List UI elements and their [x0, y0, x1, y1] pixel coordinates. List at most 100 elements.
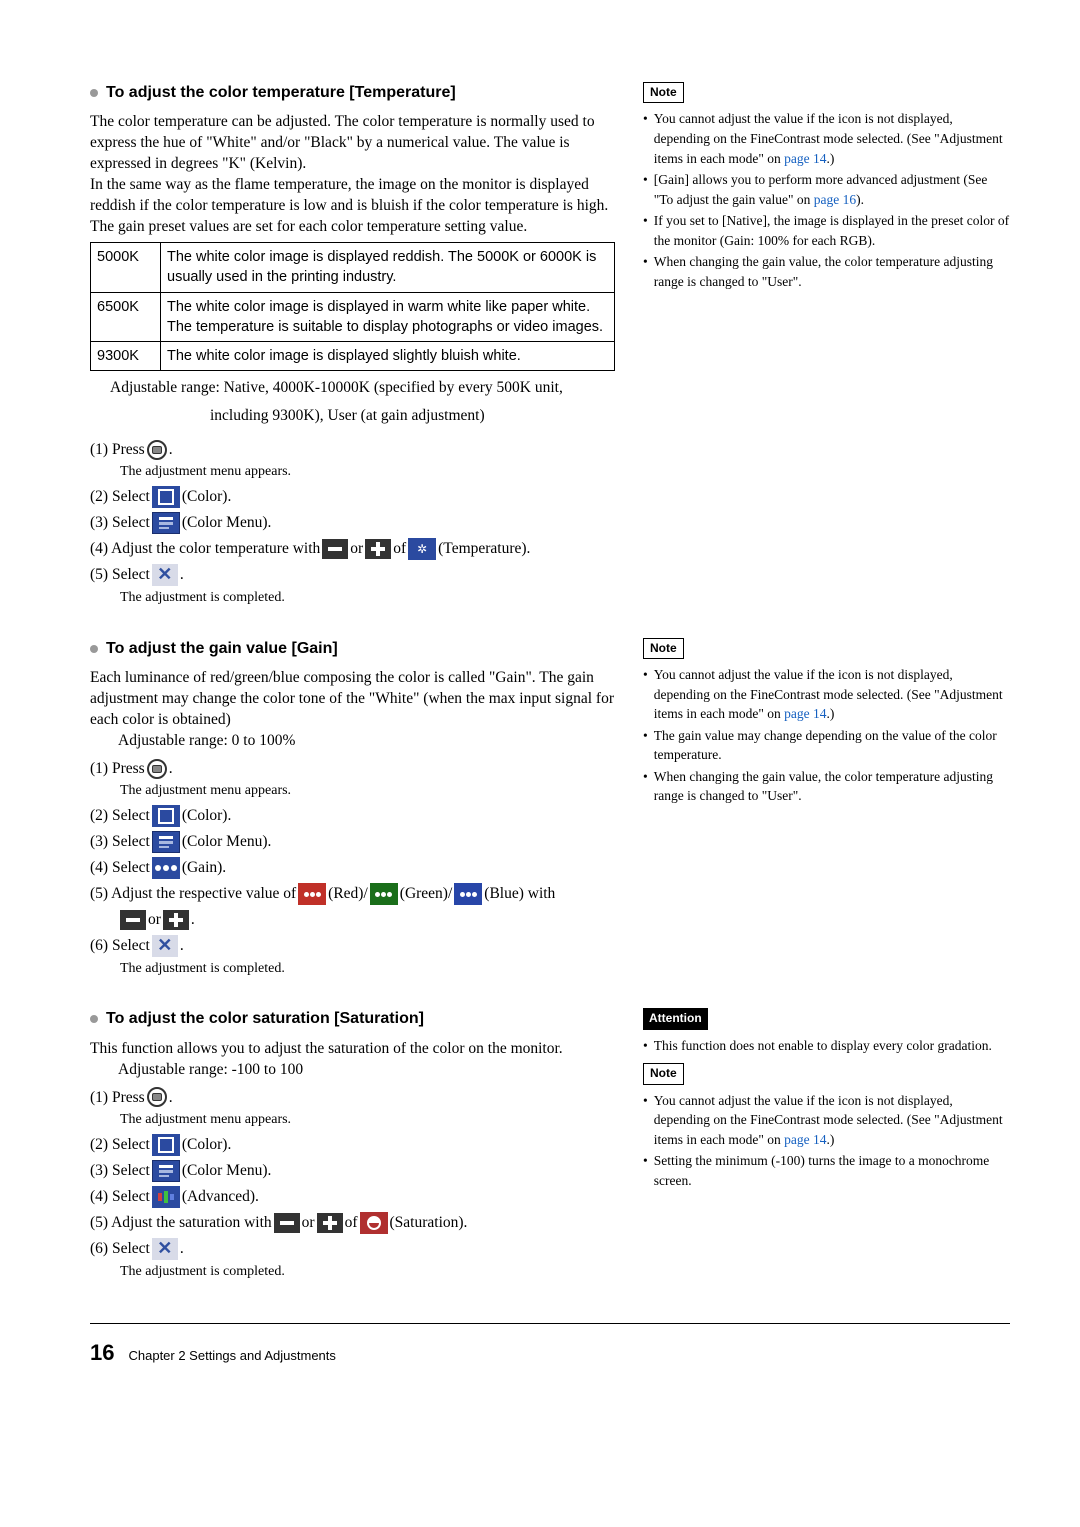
step-4: (4) Select (Advanced). [90, 1186, 615, 1208]
step-text: (6) Select [90, 935, 150, 957]
adjustable-range: Adjustable range: -100 to 100 [118, 1060, 615, 1081]
step-text: (Color). [182, 486, 232, 508]
bullet-icon [90, 645, 98, 653]
note-item: The gain value may change depending on t… [643, 726, 1010, 765]
note-list: You cannot adjust the value if the icon … [643, 665, 1010, 806]
note-text: When changing the gain value, the color … [654, 252, 1010, 291]
attention-list: This function does not enable to display… [643, 1036, 1010, 1056]
side-column: Note You cannot adjust the value if the … [643, 82, 1010, 608]
step-text: (Color Menu). [182, 1160, 272, 1182]
close-icon: ✕ [152, 1238, 178, 1260]
note-item: If you set to [Native], the image is dis… [643, 211, 1010, 250]
green-icon [370, 883, 398, 905]
blue-icon [454, 883, 482, 905]
step-text: (Color Menu). [182, 831, 272, 853]
temp-desc: The white color image is displayed reddi… [161, 242, 615, 292]
note-text: .) [826, 706, 834, 721]
step-text: (5) Adjust the saturation with [90, 1212, 272, 1234]
section-saturation: To adjust the color saturation [Saturati… [90, 1008, 1010, 1281]
note-label: Note [643, 1063, 684, 1084]
color-menu-icon [152, 512, 180, 534]
step-1: (1) Press . [90, 1087, 615, 1109]
step-text: (Green)/ [400, 883, 453, 905]
saturation-icon [360, 1212, 388, 1234]
note-item: When changing the gain value, the color … [643, 767, 1010, 806]
step-text: . [191, 909, 195, 931]
step-text: . [169, 1087, 173, 1109]
step-3: (3) Select (Color Menu). [90, 512, 615, 534]
page-link[interactable]: page 14 [784, 706, 826, 721]
step-5b: or . [120, 909, 615, 931]
color-menu-icon [152, 1160, 180, 1182]
table-row: 9300K The white color image is displayed… [91, 342, 615, 371]
intro-text: Each luminance of red/green/blue composi… [90, 668, 615, 731]
step-2: (2) Select (Color). [90, 1134, 615, 1156]
adjustable-range-2: including 9300K), User (at gain adjustme… [210, 405, 615, 427]
chapter-label: Chapter 2 Settings and Adjustments [128, 1347, 335, 1365]
note-label: Note [643, 638, 684, 659]
intro-text-2: In the same way as the flame temperature… [90, 175, 615, 238]
intro-text: The color temperature can be adjusted. T… [90, 112, 615, 175]
step-text: (1) Press [90, 1087, 145, 1109]
step-text: (3) Select [90, 1160, 150, 1182]
color-icon [152, 1134, 180, 1156]
heading-text: To adjust the gain value [Gain] [106, 638, 338, 660]
main-column: To adjust the color temperature [Tempera… [90, 82, 615, 608]
step-text: of [393, 538, 406, 560]
step-text: (4) Select [90, 1186, 150, 1208]
plus-icon [317, 1213, 343, 1233]
note-text: The gain value may change depending on t… [654, 726, 1010, 765]
step-sub: The adjustment menu appears. [120, 1110, 615, 1130]
intro-text: This function allows you to adjust the s… [90, 1039, 615, 1060]
red-icon [298, 883, 326, 905]
step-text: . [180, 1238, 184, 1260]
step-text: . [180, 564, 184, 586]
close-icon: ✕ [152, 564, 178, 586]
gain-icon [152, 857, 180, 879]
attention-text: This function does not enable to display… [654, 1036, 992, 1056]
step-3: (3) Select (Color Menu). [90, 1160, 615, 1182]
temperature-icon: ✲ [408, 538, 436, 560]
page-link[interactable]: page 14 [784, 151, 826, 166]
note-list: You cannot adjust the value if the icon … [643, 1091, 1010, 1191]
heading-text: To adjust the color temperature [Tempera… [106, 82, 456, 104]
color-icon [152, 486, 180, 508]
step-text: (5) Adjust the respective value of [90, 883, 296, 905]
step-text: or [302, 1212, 315, 1234]
temp-desc: The white color image is displayed sligh… [161, 342, 615, 371]
note-text: When changing the gain value, the color … [654, 767, 1010, 806]
plus-icon [365, 539, 391, 559]
table-row: 6500K The white color image is displayed… [91, 292, 615, 342]
step-text: (Advanced). [182, 1186, 259, 1208]
step-text: (Red)/ [328, 883, 368, 905]
step-text: (3) Select [90, 512, 150, 534]
main-column: To adjust the color saturation [Saturati… [90, 1008, 615, 1281]
step-4: (4) Select (Gain). [90, 857, 615, 879]
step-text: (Color). [182, 805, 232, 827]
step-sub: The adjustment is completed. [120, 588, 615, 608]
step-5: (5) Adjust the saturation with or of (Sa… [90, 1212, 615, 1234]
attention-item: This function does not enable to display… [643, 1036, 1010, 1056]
color-icon [152, 805, 180, 827]
note-text: .) [826, 1132, 834, 1147]
step-6: (6) Select ✕ . [90, 935, 615, 957]
note-item: You cannot adjust the value if the icon … [643, 665, 1010, 724]
color-menu-icon [152, 831, 180, 853]
step-text: or [148, 909, 161, 931]
step-5: (5) Adjust the respective value of (Red)… [90, 883, 615, 905]
step-2: (2) Select (Color). [90, 486, 615, 508]
page-link[interactable]: page 14 [784, 1132, 826, 1147]
section-gain: To adjust the gain value [Gain] Each lum… [90, 638, 1010, 979]
minus-icon [274, 1213, 300, 1233]
steps-temperature: (1) Press . The adjustment menu appears.… [90, 439, 615, 608]
step-sub: The adjustment menu appears. [120, 781, 615, 801]
step-text: (Saturation). [390, 1212, 468, 1234]
step-text: (Blue) with [484, 883, 555, 905]
page-link[interactable]: page 16 [814, 192, 856, 207]
page-number: 16 [90, 1338, 114, 1369]
step-text: (Color Menu). [182, 512, 272, 534]
note-label: Note [643, 82, 684, 103]
temp-desc: The white color image is displayed in wa… [161, 292, 615, 342]
temperature-table: 5000K The white color image is displayed… [90, 242, 615, 371]
step-text: (2) Select [90, 486, 150, 508]
